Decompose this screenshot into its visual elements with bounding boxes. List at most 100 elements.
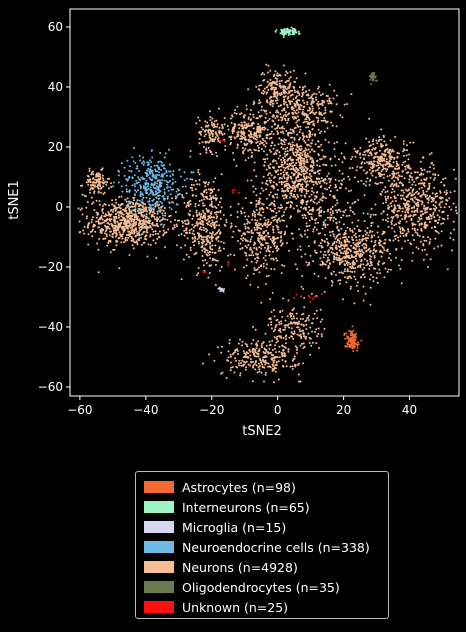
data-point xyxy=(206,237,208,240)
data-point xyxy=(219,218,222,220)
data-point xyxy=(261,224,264,227)
data-point xyxy=(302,318,304,320)
data-point xyxy=(95,199,98,202)
data-point xyxy=(323,181,326,184)
data-point xyxy=(209,119,212,122)
data-point xyxy=(421,201,424,204)
data-point xyxy=(298,180,301,182)
data-point xyxy=(432,204,435,207)
data-point xyxy=(423,168,426,171)
data-point xyxy=(281,143,284,146)
data-point xyxy=(235,164,238,167)
data-point xyxy=(272,243,275,245)
data-point xyxy=(387,217,390,220)
data-point xyxy=(295,177,298,180)
data-point xyxy=(292,107,295,110)
data-point xyxy=(223,123,226,126)
data-point xyxy=(433,186,436,189)
data-point xyxy=(301,166,304,169)
data-point xyxy=(359,146,362,149)
data-point xyxy=(374,147,377,150)
data-point xyxy=(266,137,268,140)
data-point xyxy=(438,209,441,212)
data-point xyxy=(295,121,298,124)
data-point xyxy=(317,154,320,157)
data-point xyxy=(153,198,155,201)
data-point xyxy=(362,251,365,254)
data-point xyxy=(264,158,267,161)
data-point xyxy=(247,156,250,159)
data-point xyxy=(319,180,322,183)
data-point xyxy=(110,209,113,211)
data-point xyxy=(284,95,287,98)
data-point xyxy=(88,169,91,172)
data-point xyxy=(220,123,223,126)
data-point xyxy=(422,193,425,196)
data-point xyxy=(308,97,311,100)
data-point xyxy=(304,151,307,154)
data-point xyxy=(270,174,273,177)
data-point xyxy=(293,138,296,141)
data-point xyxy=(207,147,210,149)
data-point xyxy=(296,151,299,154)
data-point xyxy=(290,331,293,334)
data-point xyxy=(296,317,298,320)
data-point xyxy=(212,197,215,200)
data-point xyxy=(271,184,274,187)
data-point xyxy=(258,368,261,371)
data-point xyxy=(268,97,271,100)
data-point xyxy=(359,229,362,232)
data-point xyxy=(433,178,436,181)
data-point xyxy=(217,189,220,191)
data-point xyxy=(358,238,361,241)
data-point xyxy=(396,216,399,219)
data-point xyxy=(241,207,244,210)
data-point xyxy=(152,239,155,242)
data-point xyxy=(310,209,312,211)
data-point xyxy=(288,196,291,199)
data-point xyxy=(323,156,326,159)
data-point xyxy=(262,262,265,265)
data-point xyxy=(244,227,247,230)
data-point xyxy=(284,161,286,163)
data-point xyxy=(260,105,263,108)
data-point xyxy=(219,232,221,235)
data-point xyxy=(265,188,268,191)
data-point xyxy=(265,179,268,182)
data-point xyxy=(267,274,270,277)
data-point xyxy=(215,217,218,220)
data-point xyxy=(421,194,424,197)
data-point xyxy=(286,133,289,136)
data-point xyxy=(193,233,196,236)
data-point xyxy=(419,214,422,217)
data-point xyxy=(136,215,139,218)
data-point xyxy=(295,321,298,324)
data-point xyxy=(298,94,301,97)
data-point xyxy=(333,148,336,151)
data-point xyxy=(426,266,429,268)
data-point xyxy=(402,161,405,164)
data-point xyxy=(292,207,295,210)
data-point xyxy=(376,272,379,274)
data-point xyxy=(133,241,136,244)
data-point xyxy=(249,354,252,357)
data-point xyxy=(280,244,283,247)
data-point xyxy=(311,133,314,136)
data-point xyxy=(275,81,278,84)
data-point xyxy=(403,177,406,180)
data-point xyxy=(118,216,120,219)
data-point xyxy=(276,356,279,359)
data-point xyxy=(409,186,412,189)
data-point xyxy=(197,116,200,119)
data-point xyxy=(335,256,338,259)
data-point xyxy=(312,317,315,320)
data-point xyxy=(308,118,311,121)
data-point xyxy=(396,167,399,170)
data-point xyxy=(285,225,288,228)
data-point xyxy=(397,171,400,174)
data-point xyxy=(268,250,271,253)
data-point xyxy=(245,108,248,111)
data-point xyxy=(338,241,341,244)
data-point xyxy=(433,216,436,218)
data-point xyxy=(425,223,428,226)
